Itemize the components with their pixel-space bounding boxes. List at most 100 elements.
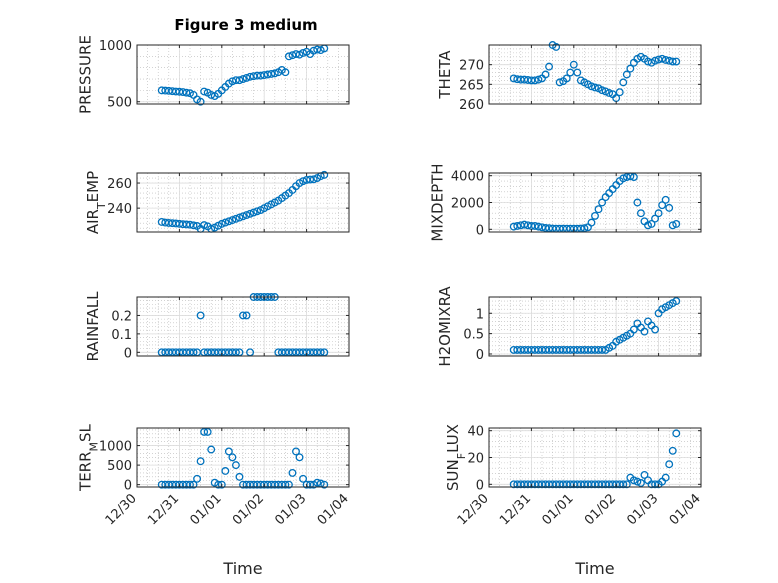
data-point: [239, 311, 247, 320]
y-tick-label: 1: [476, 307, 484, 322]
data-point: [242, 311, 251, 320]
x-tick-label: 01/01: [540, 491, 577, 528]
data-point: [665, 203, 674, 212]
data-point: [619, 78, 628, 87]
data-point: [629, 476, 638, 485]
y-axis-label: AIRTEMP: [84, 171, 108, 234]
y-tick-label: 20: [467, 452, 484, 467]
y-tick-label: 500: [107, 96, 132, 111]
data-point: [288, 468, 297, 477]
y-tick-label: 0: [124, 346, 132, 361]
data-point: [292, 447, 300, 456]
data-point: [598, 345, 607, 354]
data-point: [196, 457, 205, 466]
data-point: [644, 221, 652, 230]
data-point: [284, 480, 293, 489]
data-point: [665, 460, 674, 469]
data-point: [270, 69, 279, 78]
data-point: [242, 211, 251, 220]
data-point: [320, 480, 329, 489]
data-point: [217, 219, 226, 228]
subplot-pressure: 500 1000 PRESSURE: [77, 35, 350, 114]
data-point: [591, 211, 599, 220]
data-point: [552, 43, 561, 51]
y-tick-label: 240: [107, 202, 132, 217]
data-point: [281, 480, 290, 489]
data-point: [668, 446, 677, 455]
data-point: [509, 222, 518, 231]
data-point: [647, 220, 656, 228]
y-tick-label: 0: [476, 478, 484, 493]
data-point: [534, 222, 543, 231]
axes-box: [488, 44, 702, 105]
data-point: [598, 198, 607, 207]
data-point: [228, 216, 237, 225]
x-tick-label: 01/02: [582, 491, 619, 528]
x-tick-label: 12/31: [497, 491, 534, 528]
data-point: [530, 76, 539, 85]
y-tick-label: 1000: [99, 39, 132, 54]
data-point: [235, 213, 244, 222]
data-point: [224, 447, 233, 456]
data-point: [221, 467, 230, 475]
data-point: [189, 480, 198, 489]
data-point: [253, 207, 262, 216]
axes-box: [136, 296, 350, 357]
axes-box: [136, 427, 350, 488]
x-tick-label: 01/03: [624, 491, 661, 528]
data-point: [672, 429, 681, 438]
y-tick-label: 270: [459, 59, 484, 74]
data-point: [284, 52, 293, 61]
x-axis-label: Time: [222, 559, 262, 578]
data-point: [295, 453, 304, 462]
data-point: [320, 170, 329, 179]
data-point: [235, 472, 244, 481]
data-point: [629, 173, 638, 181]
data-point: [661, 55, 670, 64]
data-point: [217, 480, 226, 489]
y-tick-label: 40: [467, 425, 484, 440]
figure-title: Figure 3 medium: [174, 16, 317, 34]
x-tick-label: 12/30: [455, 491, 492, 528]
data-point: [619, 174, 628, 183]
data-point: [306, 175, 315, 184]
data-point: [309, 175, 318, 184]
data-point: [189, 221, 198, 230]
data-point: [573, 68, 582, 77]
data-point: [224, 217, 233, 226]
data-point: [196, 311, 205, 320]
data-point: [267, 69, 276, 78]
data-point: [313, 478, 322, 487]
data-point: [530, 222, 539, 230]
y-axis-label: H2OMIXRA: [436, 286, 454, 367]
data-point: [622, 480, 631, 489]
data-point: [569, 60, 578, 69]
data-point: [246, 209, 255, 218]
data-point: [555, 78, 564, 87]
y-tick-label: 0.2: [111, 309, 132, 324]
y-axis-label: TERRMSL: [77, 423, 101, 492]
y-tick-label: 0.5: [463, 328, 484, 343]
data-point: [626, 64, 635, 73]
data-point: [196, 97, 205, 106]
data-point: [658, 54, 667, 63]
x-tick-label: 01/01: [188, 491, 225, 528]
subplot-sun-flux: 0 20 40 12/30 12/31 01/01 01/02 01/03 01/04 SUNFL…: [444, 424, 704, 578]
data-point: [281, 68, 290, 77]
y-axis-label: PRESSURE: [77, 35, 95, 114]
y-tick-label: 265: [459, 78, 484, 93]
data-point: [193, 474, 202, 483]
data-point: [622, 70, 631, 79]
data-point: [598, 86, 607, 95]
data-point: [534, 75, 543, 84]
data-point: [661, 473, 670, 482]
data-point: [239, 212, 247, 221]
data-point: [640, 470, 649, 479]
data-point: [633, 198, 642, 207]
data-point: [672, 297, 681, 306]
subplot-theta: 260 265 270 THETA: [436, 41, 702, 113]
data-point: [661, 195, 670, 204]
axes-background: [489, 45, 701, 104]
